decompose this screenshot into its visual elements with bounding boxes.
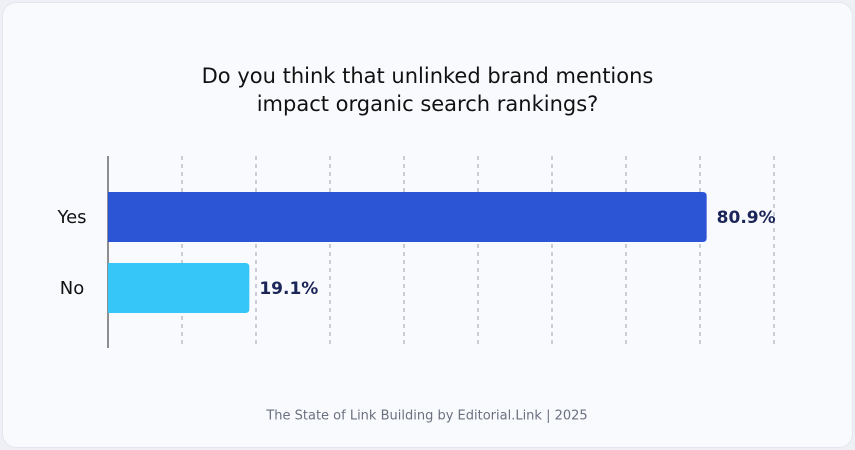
source: The State of Link Building by Editorial.… — [265, 409, 587, 424]
y-tick-label: No — [60, 278, 84, 299]
value-label: 80.9% — [717, 208, 776, 228]
bar — [108, 192, 707, 242]
bar — [108, 263, 250, 313]
title-wrap: Do you think that unlinked brand mention… — [0, 62, 855, 118]
y-tick-label: Yes — [56, 207, 86, 228]
value-label: 19.1% — [259, 279, 318, 299]
chart-title: Do you think that unlinked brand mention… — [201, 64, 654, 116]
